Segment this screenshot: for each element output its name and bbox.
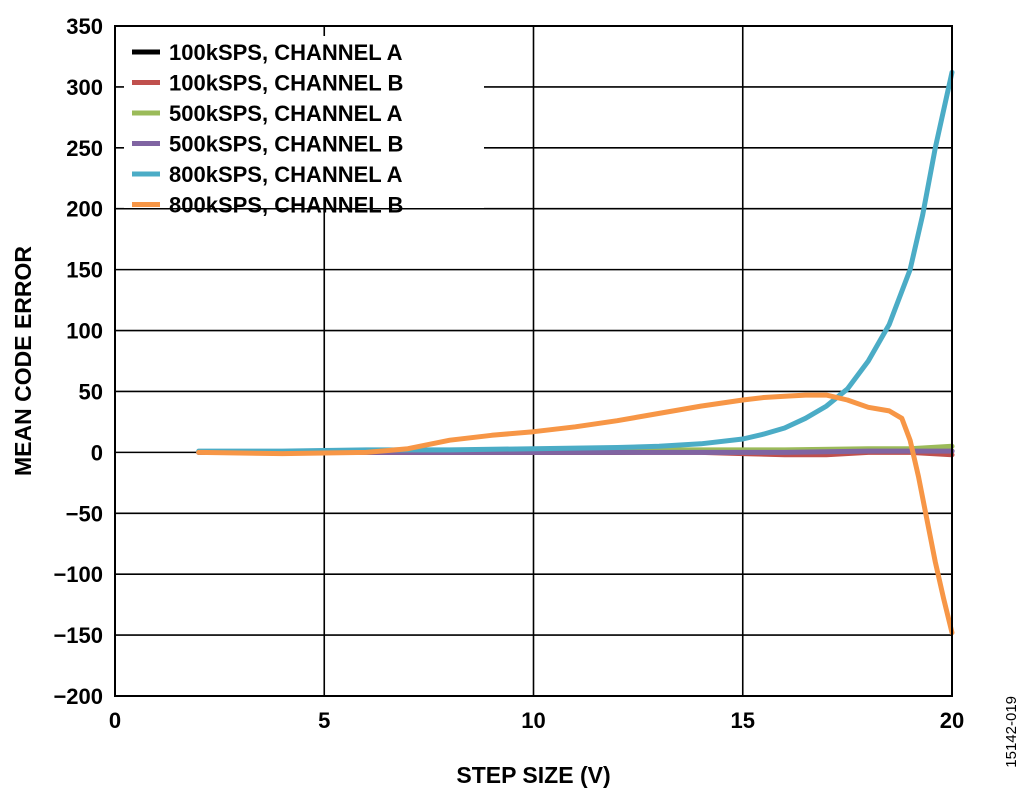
legend-label-3: 500kSPS, CHANNEL B [169,132,403,157]
series-line-5 [196,392,955,636]
plot-frame [114,25,953,697]
y-tick-label-0: 350 [66,14,103,39]
series-lines [196,69,955,636]
y-tick-label-6: 50 [79,379,103,404]
y-tick-label-9: −100 [53,562,103,587]
legend-label-5: 800kSPS, CHANNEL B [169,193,403,218]
legend-label-1: 100kSPS, CHANNEL B [169,71,403,96]
y-tick-label-10: −150 [53,623,103,648]
x-tick-label-3: 15 [731,708,755,733]
y-axis-title: MEAN CODE ERROR [10,246,36,476]
legend-label-2: 500kSPS, CHANNEL A [169,101,403,126]
x-tick-label-0: 0 [109,708,121,733]
figure-id: 15142-019 [1003,696,1020,768]
y-tick-label-3: 200 [66,197,103,222]
y-tick-label-5: 100 [66,319,103,344]
x-axis-title: STEP SIZE (V) [456,762,610,788]
x-tick-label-4: 20 [940,708,964,733]
y-tick-label-7: 0 [91,440,103,465]
legend-background [124,36,484,208]
y-tick-label-1: 300 [66,75,103,100]
x-tick-label-2: 10 [521,708,545,733]
series-line-4 [196,69,955,454]
legend: 100kSPS, CHANNEL A 100kSPS, CHANNEL B 500k… [124,36,484,218]
y-tick-label-8: −50 [66,501,103,526]
legend-label-4: 800kSPS, CHANNEL A [169,162,403,187]
y-tick-label-2: 250 [66,136,103,161]
legend-label-0: 100kSPS, CHANNEL A [169,40,403,65]
y-tick-label-4: 150 [66,258,103,283]
x-tick-label-1: 5 [318,708,330,733]
y-tick-label-11: −200 [53,684,103,709]
